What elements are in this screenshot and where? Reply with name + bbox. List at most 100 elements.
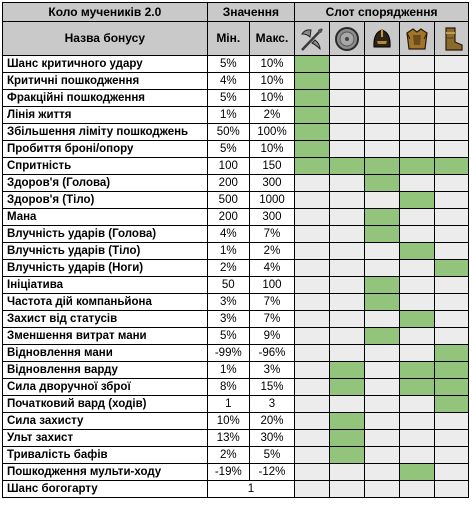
table-row: Мана 200 300 — [2, 208, 470, 226]
slot-cell-helmet-inactive — [364, 361, 401, 379]
bonus-table: Коло мучеників 2.0 Значення Слот спорядж… — [2, 2, 470, 498]
bonus-max-cell: 15% — [248, 378, 296, 396]
slot-cell-helmet-inactive — [364, 480, 401, 498]
slot-cell-helmet-active — [364, 174, 401, 192]
slot-cell-axe-inactive — [294, 361, 331, 379]
slot-cell-helmet-inactive — [364, 259, 401, 277]
slot-cell-axe-inactive — [294, 344, 331, 362]
slot-cell-axe-inactive — [294, 327, 331, 345]
table-row: Влучність ударів (Тіло) 1% 2% — [2, 242, 470, 260]
slot-cell-chest-armor-inactive — [399, 344, 435, 362]
bonus-name-cell: Сила дворучної зброї — [2, 378, 208, 396]
slot-cell-helmet-inactive — [364, 446, 401, 464]
bonus-min-cell: -99% — [206, 344, 250, 362]
table-row: Пошкодження мульти-ходу -19% -12% — [2, 463, 470, 481]
table-row: Ульт захист 13% 30% — [2, 429, 470, 447]
bonus-name-cell: Захист від статусів — [2, 310, 208, 328]
bonus-name-cell: Відновлення варду — [2, 361, 208, 379]
slot-cell-axe-active — [294, 157, 331, 175]
bonus-max-cell: 10% — [248, 89, 296, 107]
bonus-name-cell: Ульт захист — [2, 429, 208, 447]
bonus-max-cell: 3 — [248, 395, 296, 413]
header-row-groups: Коло мучеників 2.0 Значення Слот спорядж… — [2, 2, 469, 22]
bonus-name-cell: Критичні пошкодження — [2, 72, 208, 90]
slot-cell-chest-armor-inactive — [399, 480, 435, 498]
slot-cell-boots-inactive — [433, 412, 470, 430]
slot-cell-axe-inactive — [294, 242, 331, 260]
slot-cell-chest-armor-active — [399, 361, 435, 379]
slot-cell-boots-inactive — [433, 123, 470, 141]
slot-cell-chest-armor-inactive — [399, 123, 435, 141]
slot-cell-helmet-inactive — [364, 463, 401, 481]
table-row: Здоров'я (Голова) 200 300 — [2, 174, 470, 192]
bonus-name-cell: Влучність ударів (Тіло) — [2, 242, 208, 260]
slot-cell-shield-inactive — [329, 395, 366, 413]
bonus-min-cell: 100 — [206, 157, 250, 175]
slot-cell-axe-inactive — [294, 191, 331, 209]
table-row: Критичні пошкодження 4% 10% — [2, 72, 470, 90]
bonus-name-cell: Пробиття броні/опору — [2, 140, 208, 158]
slot-cell-boots-inactive — [433, 463, 470, 481]
slot-cell-chest-armor-active — [399, 157, 435, 175]
slot-cell-axe-active — [294, 89, 331, 107]
table-row: Тривалість бафів 2% 5% — [2, 446, 470, 464]
bonus-min-cell: 3% — [206, 310, 250, 328]
chest-armor-icon — [406, 27, 428, 50]
slot-cell-boots-inactive — [433, 446, 470, 464]
bonus-value-cell: 1 — [206, 480, 296, 498]
slot-cell-chest-armor-inactive — [399, 259, 435, 277]
table-row: Збільшення ліміту пошкоджень 50% 100% — [2, 123, 470, 141]
slot-cell-boots-inactive — [433, 140, 470, 158]
slot-chest-header — [399, 21, 435, 56]
slot-cell-shield-inactive — [329, 174, 366, 192]
bonus-min-cell: 5% — [206, 327, 250, 345]
slot-cell-axe-inactive — [294, 429, 331, 447]
slot-cell-axe-active — [294, 106, 331, 124]
slot-cell-shield-inactive — [329, 276, 366, 294]
bonus-max-cell: -96% — [248, 344, 296, 362]
bonus-max-cell: 7% — [248, 310, 296, 328]
slot-cell-boots-inactive — [433, 72, 470, 90]
slot-cell-shield-inactive — [329, 140, 366, 158]
slot-cell-chest-armor-inactive — [399, 276, 435, 294]
bonus-min-cell: 500 — [206, 191, 250, 209]
slot-cell-helmet-inactive — [364, 123, 401, 141]
table-row: Сила захисту 10% 20% — [2, 412, 470, 430]
slot-cell-chest-armor-active — [399, 242, 435, 260]
slot-cell-shield-active — [329, 157, 366, 175]
table-row: Ініціатива 50 100 — [2, 276, 470, 294]
bonus-max-cell: 2% — [248, 242, 296, 260]
table-row: Влучність ударів (Ноги) 2% 4% — [2, 259, 470, 277]
slot-cell-shield-inactive — [329, 89, 366, 107]
bonus-max-cell: 4% — [248, 259, 296, 277]
slot-cell-helmet-inactive — [364, 412, 401, 430]
slot-cell-shield-inactive — [329, 259, 366, 277]
bonus-name-cell: Спритність — [2, 157, 208, 175]
bonus-max-cell: -12% — [248, 463, 296, 481]
slot-cell-boots-inactive — [433, 191, 470, 209]
slot-cell-axe-active — [294, 140, 331, 158]
bonus-name-cell: Зменшення витрат мани — [2, 327, 208, 345]
shield-icon — [335, 26, 360, 51]
slot-cell-shield-inactive — [329, 225, 366, 243]
slot-cell-boots-inactive — [433, 293, 470, 311]
bonus-min-cell: 1% — [206, 106, 250, 124]
slot-cell-chest-armor-inactive — [399, 208, 435, 226]
slot-cell-boots-inactive — [433, 174, 470, 192]
bonus-name-cell: Фракційні пошкодження — [2, 89, 208, 107]
slot-cell-boots-inactive — [433, 276, 470, 294]
slot-cell-helmet-inactive — [364, 55, 401, 73]
slot-cell-axe-active — [294, 123, 331, 141]
bonus-min-cell: 200 — [206, 208, 250, 226]
bonus-min-cell: 200 — [206, 174, 250, 192]
table-row: Лінія життя 1% 2% — [2, 106, 470, 124]
table-row: Частота дій компаньйона 3% 7% — [2, 293, 470, 311]
slot-shield-header — [329, 21, 366, 56]
slot-cell-shield-active — [329, 429, 366, 447]
slot-cell-chest-armor-inactive — [399, 395, 435, 413]
slot-cell-shield-active — [329, 446, 366, 464]
bonus-name-cell: Шанс критичного удару — [2, 55, 208, 73]
slot-cell-shield-inactive — [329, 293, 366, 311]
bonus-max-cell: 10% — [248, 55, 296, 73]
bonus-name-cell: Відновлення мани — [2, 344, 208, 362]
